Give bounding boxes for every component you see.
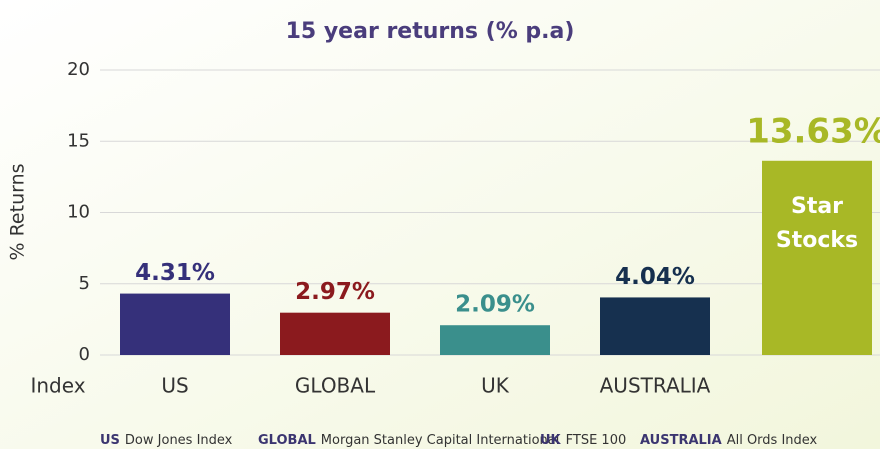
- x-tick-label: AUSTRALIA: [600, 374, 711, 398]
- y-tick-label: 0: [79, 344, 90, 365]
- footnote-key: GLOBAL: [258, 433, 316, 448]
- value-label: 2.09%: [455, 292, 535, 318]
- value-label: 4.31%: [135, 260, 215, 286]
- footnote-key: AUSTRALIA: [640, 433, 722, 448]
- x-tick-label: US: [161, 374, 188, 398]
- y-tick-label: 15: [67, 130, 90, 151]
- bar-annotation: Star: [791, 194, 843, 219]
- footnote-text: FTSE 100: [566, 433, 627, 448]
- footnote-text: Morgan Stanley Capital International: [321, 433, 560, 448]
- x-tick-label: UK: [481, 374, 510, 398]
- bar: [762, 160, 872, 355]
- bar: [120, 293, 230, 355]
- y-tick-label: 20: [67, 59, 90, 80]
- bar: [600, 297, 710, 355]
- footnote-key: UK: [540, 433, 562, 448]
- bar: [440, 325, 550, 355]
- y-tick-label: 5: [79, 273, 90, 294]
- chart-title: 15 year returns (% p.a): [286, 19, 575, 44]
- footnote-text: Dow Jones Index: [125, 433, 233, 448]
- footnote-key: US: [100, 433, 120, 448]
- footnote: UK FTSE 100: [540, 433, 626, 448]
- x-tick-label: GLOBAL: [295, 374, 376, 398]
- footnote: GLOBAL Morgan Stanley Capital Internation…: [258, 433, 559, 448]
- value-label: 4.04%: [615, 264, 695, 290]
- value-label: 13.63%: [746, 111, 880, 151]
- bar: [280, 312, 390, 355]
- y-axis-label: % Returns: [7, 163, 29, 260]
- bar-annotation: Stocks: [776, 228, 858, 253]
- footnote-text: All Ords Index: [727, 433, 818, 448]
- y-tick-label: 10: [67, 202, 90, 223]
- value-label: 2.97%: [295, 279, 375, 305]
- footnote: US Dow Jones Index: [100, 433, 233, 448]
- x-axis-label: Index: [30, 374, 85, 398]
- footnote: AUSTRALIA All Ords Index: [640, 433, 818, 448]
